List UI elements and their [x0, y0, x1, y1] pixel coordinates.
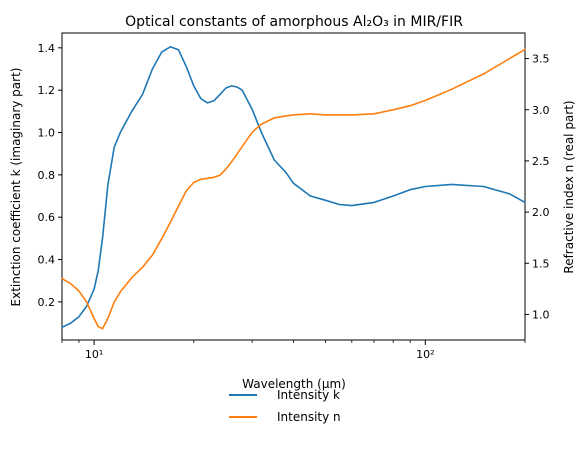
left-axis-label: Extinction coefficient k (imaginary part… [9, 68, 23, 307]
left-axis-ticks: 0.2 0.4 0.6 0.8 1.0 1.2 1.4 [38, 42, 62, 309]
right-tick-label: 3.5 [532, 53, 550, 66]
x-axis-label: Wavelength (μm) [242, 377, 346, 391]
legend-item-n: Intensity n [229, 406, 369, 428]
left-tick-label: 0.8 [38, 169, 56, 182]
left-tick-label: 1.0 [38, 127, 56, 140]
legend-label-n: Intensity n [277, 410, 341, 424]
chart-title: Optical constants of amorphous Al₂O₃ in … [125, 14, 463, 30]
legend-swatch-n [229, 416, 257, 418]
x-tick-label: 10¹ [85, 348, 103, 361]
series-layer [61, 45, 526, 330]
legend: Intensity k Intensity n [229, 384, 369, 428]
right-tick-label: 3.0 [532, 104, 550, 117]
series-line-n [61, 48, 526, 330]
right-axis-ticks: 1.0 1.5 2.0 2.5 3.0 3.5 [525, 53, 550, 321]
right-tick-label: 2.0 [532, 206, 550, 219]
left-tick-label: 1.4 [38, 42, 56, 55]
legend-item-k: Intensity k [229, 384, 369, 406]
left-tick-label: 0.4 [38, 254, 56, 267]
left-tick-label: 0.2 [38, 296, 56, 309]
x-tick-label: 10² [416, 348, 434, 361]
plot-frame [61, 32, 526, 341]
legend-label-k: Intensity k [277, 388, 340, 402]
left-tick-label: 0.6 [38, 211, 56, 224]
x-axis-ticks: 10¹ 10² [61, 340, 526, 361]
right-axis-label: Refractive index n (real part) [562, 100, 576, 273]
series-line-k [61, 45, 526, 329]
right-tick-label: 1.0 [532, 308, 550, 321]
left-tick-label: 1.2 [38, 84, 56, 97]
legend-swatch-k [229, 394, 257, 396]
right-tick-label: 2.5 [532, 155, 550, 168]
right-tick-label: 1.5 [532, 257, 550, 270]
